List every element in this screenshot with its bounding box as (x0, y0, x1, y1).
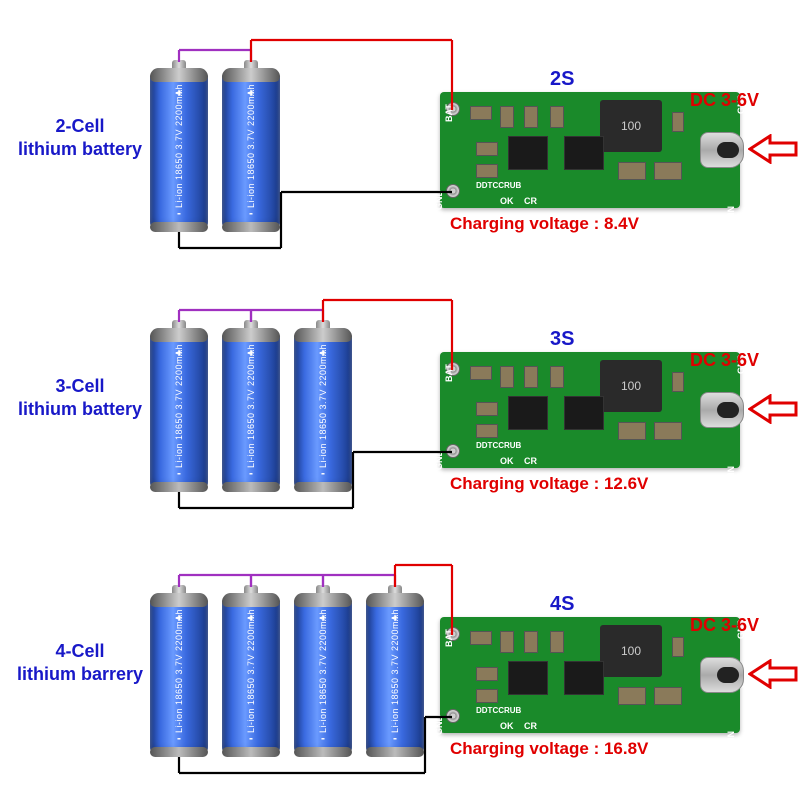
label-line: lithium battery (10, 138, 150, 161)
cell-count-label: 2-Celllithium battery (10, 115, 150, 162)
usb-c-port (700, 132, 744, 168)
inductor: 100 (600, 360, 662, 412)
dc-input-label: DC 3-6V (690, 350, 759, 371)
config-row-2S: 2-Celllithium batteryLi-ion 18650 3.7V 2… (0, 30, 800, 270)
silk-cr: CR (524, 196, 537, 206)
silk-bat: BAT (444, 364, 454, 382)
battery-cell: Li-ion 18650 3.7V 2200mAh+ - (222, 320, 280, 492)
battery-spec-text: Li-ion 18650 3.7V 2200mAh (174, 84, 184, 208)
silk-ok: OK (500, 456, 514, 466)
battery-plus: + (247, 611, 254, 625)
battery-plus: + (319, 346, 326, 360)
dc-input-label: DC 3-6V (690, 90, 759, 111)
label-line: 2-Cell (10, 115, 150, 138)
silk-vin: VIN (726, 731, 736, 746)
pad-gnd (446, 184, 460, 198)
silk-vin: VIN (726, 206, 736, 221)
battery-cell: Li-ion 18650 3.7V 2200mAh+ - (294, 320, 352, 492)
silk-gnd: GND (434, 190, 444, 210)
battery-plus: + (247, 346, 254, 360)
battery-spec-text: Li-ion 18650 3.7V 2200mAh (246, 344, 256, 468)
battery-plus: + (175, 86, 182, 100)
input-arrow-icon (748, 659, 798, 689)
charging-voltage-label: Charging voltage : 16.8V (450, 739, 648, 759)
pad-gnd (446, 709, 460, 723)
battery-spec-text: Li-ion 18650 3.7V 2200mAh (246, 609, 256, 733)
battery-plus: + (391, 611, 398, 625)
silk-brand: DDTCCRUB (476, 181, 521, 190)
cell-count-label: 4-Celllithium barrery (10, 640, 150, 687)
battery-cell: Li-ion 18650 3.7V 2200mAh+ - (150, 320, 208, 492)
battery-minus: - (249, 206, 253, 220)
battery-cell: Li-ion 18650 3.7V 2200mAh+ - (222, 60, 280, 232)
inductor: 100 (600, 100, 662, 152)
inductor: 100 (600, 625, 662, 677)
config-row-4S: 4-Celllithium barreryLi-ion 18650 3.7V 2… (0, 555, 800, 795)
battery-plus: + (247, 86, 254, 100)
battery-spec-text: Li-ion 18650 3.7V 2200mAh (246, 84, 256, 208)
label-line: 4-Cell (10, 640, 150, 663)
battery-minus: - (249, 466, 253, 480)
battery-spec-text: Li-ion 18650 3.7V 2200mAh (390, 609, 400, 733)
battery-spec-text: Li-ion 18650 3.7V 2200mAh (174, 609, 184, 733)
dc-input-label: DC 3-6V (690, 615, 759, 636)
battery-minus: - (321, 731, 325, 745)
usb-c-port (700, 657, 744, 693)
silk-brand: DDTCCRUB (476, 706, 521, 715)
pad-gnd (446, 444, 460, 458)
inductor-marking: 100 (621, 379, 641, 393)
config-label: 4S (550, 593, 574, 616)
battery-minus: - (177, 206, 181, 220)
silk-bat: BAT (444, 629, 454, 647)
battery-minus: - (249, 731, 253, 745)
battery-spec-text: Li-ion 18650 3.7V 2200mAh (174, 344, 184, 468)
config-row-3S: 3-Celllithium batteryLi-ion 18650 3.7V 2… (0, 290, 800, 530)
config-label: 2S (550, 68, 574, 91)
silk-ok: OK (500, 721, 514, 731)
charging-voltage-label: Charging voltage : 12.6V (450, 474, 648, 494)
battery-plus: + (175, 611, 182, 625)
silk-gnd: GND (434, 715, 444, 735)
cell-count-label: 3-Celllithium battery (10, 375, 150, 422)
usb-c-port (700, 392, 744, 428)
label-line: 3-Cell (10, 375, 150, 398)
battery-spec-text: Li-ion 18650 3.7V 2200mAh (318, 344, 328, 468)
charging-voltage-label: Charging voltage : 8.4V (450, 214, 639, 234)
battery-cell: Li-ion 18650 3.7V 2200mAh+ - (150, 60, 208, 232)
silk-vin: VIN (726, 466, 736, 481)
label-line: lithium battery (10, 398, 150, 421)
inductor-marking: 100 (621, 119, 641, 133)
config-label: 3S (550, 328, 574, 351)
silk-brand: DDTCCRUB (476, 441, 521, 450)
battery-cell: Li-ion 18650 3.7V 2200mAh+ - (222, 585, 280, 757)
silk-bat: BAT (444, 104, 454, 122)
inductor-marking: 100 (621, 644, 641, 658)
silk-gnd: GND (434, 450, 444, 470)
label-line: lithium barrery (10, 663, 150, 686)
silk-cr: CR (524, 456, 537, 466)
silk-cr: CR (524, 721, 537, 731)
input-arrow-icon (748, 134, 798, 164)
battery-minus: - (177, 466, 181, 480)
input-arrow-icon (748, 394, 798, 424)
battery-cell: Li-ion 18650 3.7V 2200mAh+ - (150, 585, 208, 757)
battery-minus: - (393, 731, 397, 745)
battery-plus: + (175, 346, 182, 360)
silk-ok: OK (500, 196, 514, 206)
battery-spec-text: Li-ion 18650 3.7V 2200mAh (318, 609, 328, 733)
battery-minus: - (321, 466, 325, 480)
battery-cell: Li-ion 18650 3.7V 2200mAh+ - (294, 585, 352, 757)
battery-plus: + (319, 611, 326, 625)
battery-minus: - (177, 731, 181, 745)
battery-cell: Li-ion 18650 3.7V 2200mAh+ - (366, 585, 424, 757)
